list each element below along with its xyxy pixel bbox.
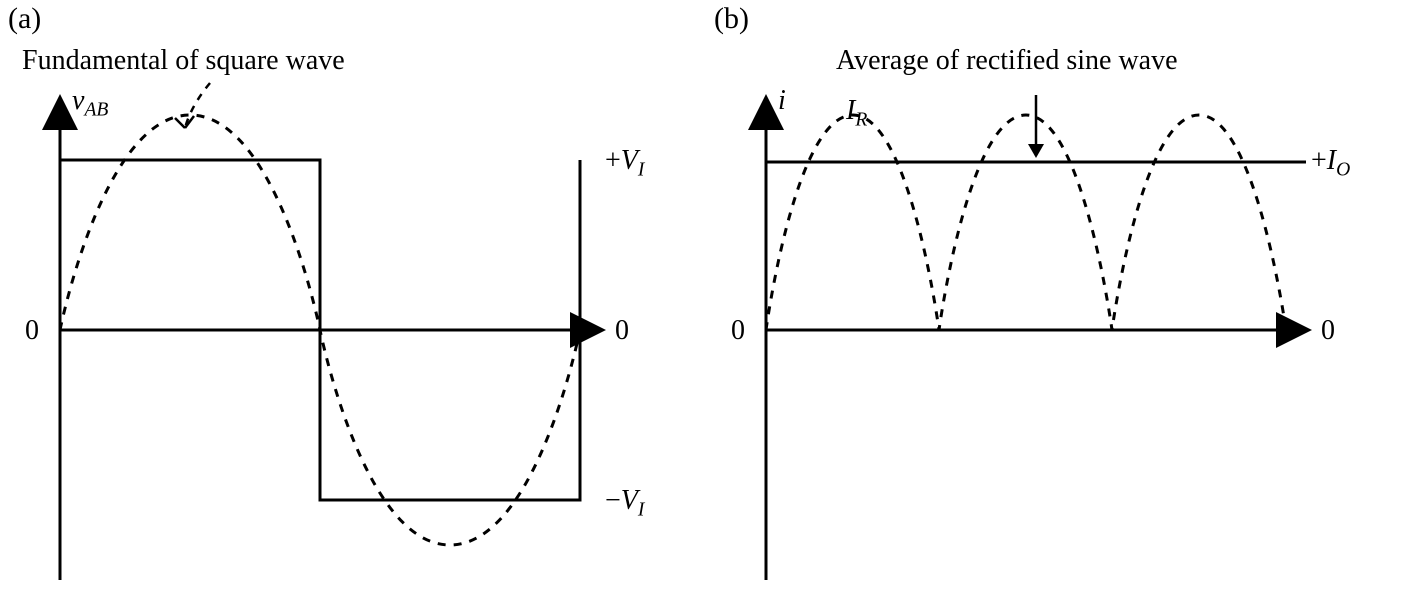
neg-vi-label: −VI (605, 485, 644, 522)
pos-vi-label: +VI (605, 145, 644, 182)
panel-a-label: (a) (8, 2, 41, 36)
x-left-label-a: 0 (25, 315, 39, 347)
x-right-label-a: 0 (615, 315, 629, 347)
ir-label: IR (846, 95, 867, 132)
panel-b: (b) Average of rectified sine wave i 0 0 (706, 0, 1412, 592)
x-left-label-b: 0 (731, 315, 745, 347)
panel-b-svg (706, 0, 1412, 592)
pointer-a-head (175, 116, 194, 128)
panel-b-title: Average of rectified sine wave (836, 45, 1178, 77)
pointer-b-head (1028, 144, 1044, 158)
panel-a: (a) Fundamental of square wave vAB 0 (0, 0, 706, 592)
rectified-sine (766, 115, 1286, 330)
panel-b-label: (b) (714, 2, 749, 36)
io-label: +IO (1311, 145, 1350, 182)
y-label-b: i (778, 85, 786, 117)
panel-a-title: Fundamental of square wave (22, 45, 345, 77)
x-right-label-b: 0 (1321, 315, 1335, 347)
y-label-a: vAB (72, 85, 108, 122)
